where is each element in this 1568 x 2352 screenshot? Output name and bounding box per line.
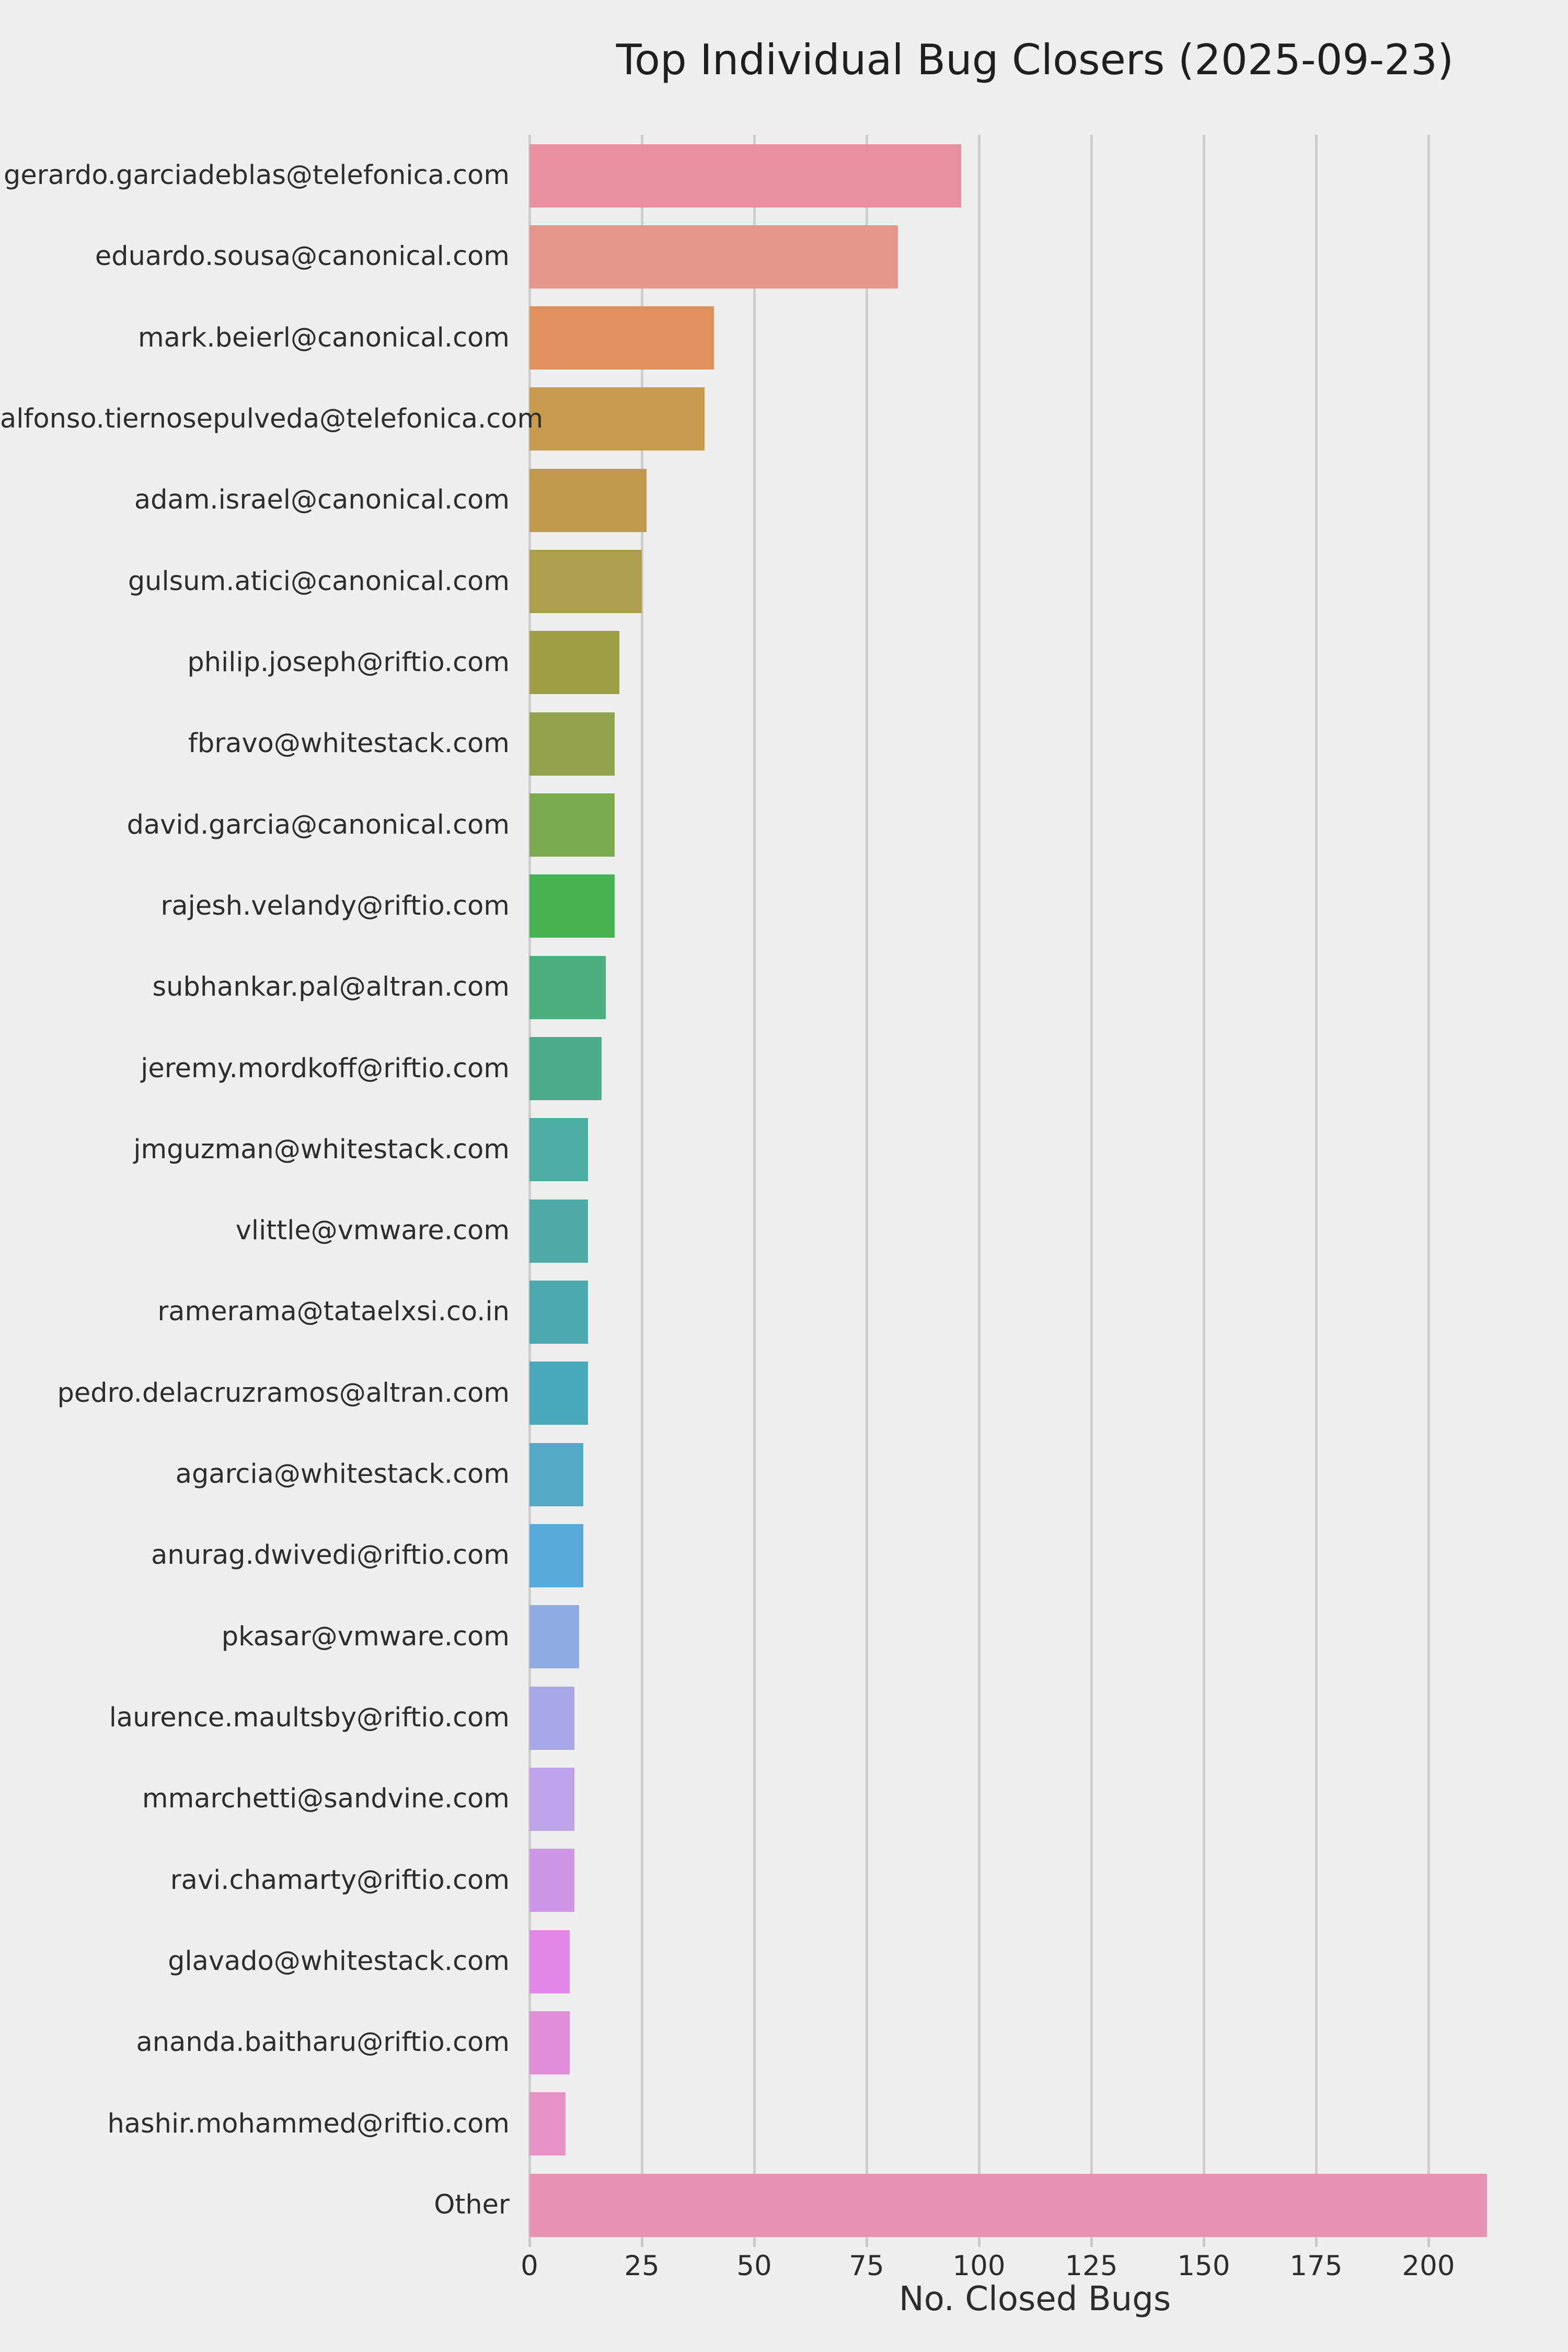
bar-ananda.baitharu@riftio.com <box>529 2011 570 2074</box>
y-tick-label-alfonso.tiernosepulveda@telefonica.com: alfonso.tiernosepulveda@telefonica.com <box>0 403 544 434</box>
axis-tick-x-100 <box>977 2239 981 2247</box>
x-axis-label: No. Closed Bugs <box>898 2280 1171 2319</box>
y-tick-label-ramerama@tataelxsi.co.in: ramerama@tataelxsi.co.in <box>157 1296 510 1328</box>
bar-subhankar.pal@altran.com <box>529 955 606 1019</box>
bar-mmarchetti@sandvine.com <box>529 1767 574 1831</box>
x-tick-label-75: 75 <box>849 2250 884 2282</box>
y-tick-label-ravi.chamarty@riftio.com: ravi.chamarty@riftio.com <box>170 1864 510 1896</box>
y-tick-label-eduardo.sousa@canonical.com: eduardo.sousa@canonical.com <box>95 241 510 272</box>
bar-gerardo.garciadeblas@telefonica.com <box>529 144 961 207</box>
y-tick-label-laurence.maultsby@riftio.com: laurence.maultsby@riftio.com <box>109 1702 510 1734</box>
chart-title: Top Individual Bug Closers (2025-09-23) <box>616 36 1454 84</box>
axis-tick-x-200 <box>1427 2239 1430 2247</box>
bar-laurence.maultsby@riftio.com <box>529 1686 574 1750</box>
y-tick-label-subhankar.pal@altran.com: subhankar.pal@altran.com <box>152 972 510 1003</box>
x-tick-label-125: 125 <box>1065 2250 1118 2282</box>
bar-philip.joseph@riftio.com <box>529 631 619 695</box>
y-tick-label-philip.joseph@riftio.com: philip.joseph@riftio.com <box>187 647 510 678</box>
bar-ravi.chamarty@riftio.com <box>529 1849 574 1912</box>
bar-rajesh.velandy@riftio.com <box>529 874 615 938</box>
bar-glavado@whitestack.com <box>529 1930 570 1993</box>
axis-tick-x-125 <box>1090 2239 1093 2247</box>
x-tick-label-200: 200 <box>1402 2250 1455 2282</box>
bar-david.garcia@canonical.com <box>529 793 615 857</box>
bar-vlittle@vmware.com <box>529 1199 588 1263</box>
y-tick-label-jeremy.mordkoff@riftio.com: jeremy.mordkoff@riftio.com <box>141 1053 510 1084</box>
axis-tick-x-0 <box>528 2239 531 2247</box>
y-tick-label-adam.israel@canonical.com: adam.israel@canonical.com <box>134 485 510 516</box>
plot-area <box>528 135 1540 2247</box>
y-tick-label-hashir.mohammed@riftio.com: hashir.mohammed@riftio.com <box>107 2108 510 2139</box>
gridline-x-150 <box>1202 135 1205 2239</box>
y-tick-label-agarcia@whitestack.com: agarcia@whitestack.com <box>175 1459 510 1490</box>
gridline-x-125 <box>1090 135 1093 2239</box>
y-tick-label-rajesh.velandy@riftio.com: rajesh.velandy@riftio.com <box>160 890 510 921</box>
gridline-x-175 <box>1315 135 1318 2239</box>
bar-agarcia@whitestack.com <box>529 1443 584 1506</box>
gridline-x-0 <box>528 135 531 2239</box>
gridline-x-50 <box>753 135 756 2239</box>
y-tick-label-mmarchetti@sandvine.com: mmarchetti@sandvine.com <box>142 1783 510 1815</box>
axis-tick-x-25 <box>640 2239 643 2247</box>
y-tick-label-mark.beierl@canonical.com: mark.beierl@canonical.com <box>138 322 510 353</box>
bar-adam.israel@canonical.com <box>529 468 647 532</box>
y-tick-label-jmguzman@whitestack.com: jmguzman@whitestack.com <box>133 1134 510 1165</box>
gridline-x-75 <box>865 135 868 2239</box>
bar-eduardo.sousa@canonical.com <box>529 225 898 289</box>
y-tick-label-other: Other <box>434 2189 510 2220</box>
bar-jmguzman@whitestack.com <box>529 1118 588 1182</box>
bar-other <box>529 2173 1487 2237</box>
x-tick-label-0: 0 <box>521 2250 538 2282</box>
x-tick-label-175: 175 <box>1289 2250 1343 2282</box>
y-tick-label-vlittle@vmware.com: vlittle@vmware.com <box>235 1215 510 1247</box>
y-tick-label-fbravo@whitestack.com: fbravo@whitestack.com <box>188 728 510 759</box>
y-tick-label-anurag.dwivedi@riftio.com: anurag.dwivedi@riftio.com <box>151 1540 510 1571</box>
y-tick-label-gerardo.garciadeblas@telefonica.com: gerardo.garciadeblas@telefonica.com <box>4 160 510 191</box>
bar-gulsum.atici@canonical.com <box>529 550 642 614</box>
bar-anurag.dwivedi@riftio.com <box>529 1524 584 1587</box>
axis-tick-x-150 <box>1202 2239 1205 2247</box>
y-tick-label-ananda.baitharu@riftio.com: ananda.baitharu@riftio.com <box>136 2027 510 2058</box>
axis-tick-x-50 <box>753 2239 756 2247</box>
bar-alfonso.tiernosepulveda@telefonica.com <box>529 387 705 451</box>
gridline-x-25 <box>640 135 643 2239</box>
gridline-x-100 <box>977 135 981 2239</box>
x-tick-label-150: 150 <box>1177 2250 1230 2282</box>
bar-pkasar@vmware.com <box>529 1605 579 1669</box>
x-tick-label-50: 50 <box>736 2250 772 2282</box>
bar-hashir.mohammed@riftio.com <box>529 2092 566 2156</box>
axis-tick-x-75 <box>865 2239 868 2247</box>
y-tick-label-gulsum.atici@canonical.com: gulsum.atici@canonical.com <box>128 566 510 597</box>
gridline-x-200 <box>1427 135 1430 2239</box>
x-tick-label-100: 100 <box>952 2250 1006 2282</box>
y-tick-label-glavado@whitestack.com: glavado@whitestack.com <box>168 1946 510 1977</box>
bar-jeremy.mordkoff@riftio.com <box>529 1037 602 1101</box>
bar-pedro.delacruzramos@altran.com <box>529 1362 588 1425</box>
x-tick-label-25: 25 <box>624 2250 660 2282</box>
bar-fbravo@whitestack.com <box>529 712 615 776</box>
y-tick-label-david.garcia@canonical.com: david.garcia@canonical.com <box>126 809 510 840</box>
y-tick-label-pedro.delacruzramos@altran.com: pedro.delacruzramos@altran.com <box>57 1377 510 1409</box>
y-tick-label-pkasar@vmware.com: pkasar@vmware.com <box>221 1621 510 1652</box>
bar-mark.beierl@canonical.com <box>529 306 714 370</box>
bar-ramerama@tataelxsi.co.in <box>529 1280 588 1344</box>
axis-tick-x-175 <box>1315 2239 1318 2247</box>
